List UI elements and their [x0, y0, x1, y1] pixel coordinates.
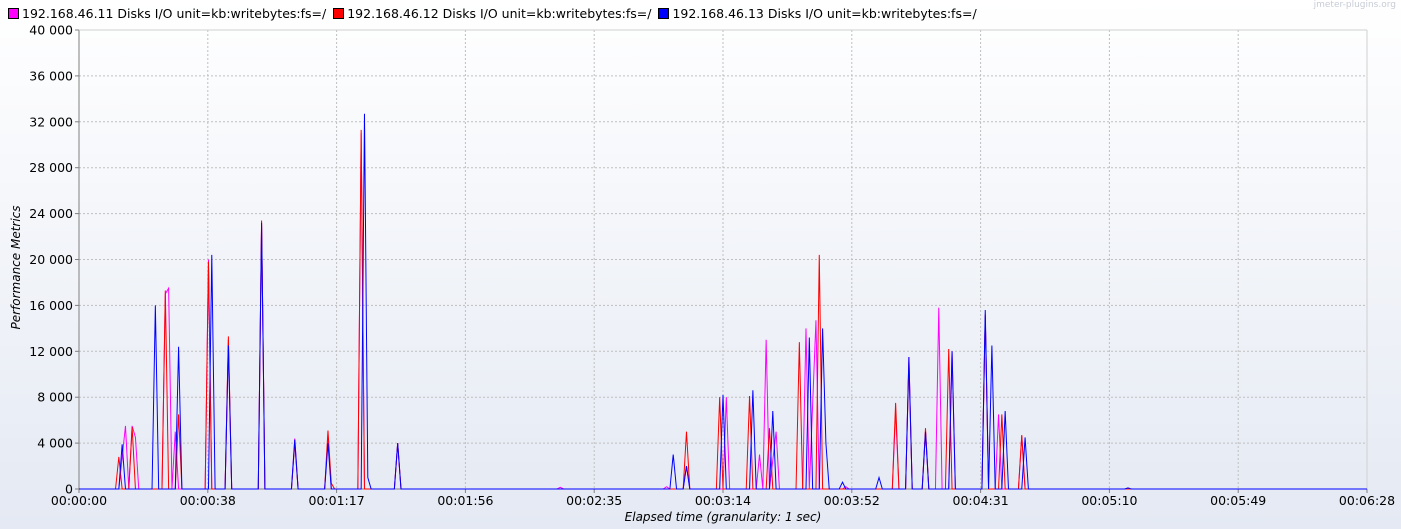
legend-item-3: 192.168.46.13 Disks I/O unit=kb:writebyt…: [658, 5, 977, 21]
x-tick-label: 00:01:56: [437, 493, 493, 508]
x-tick-label: 00:06:28: [1339, 493, 1395, 508]
legend: 192.168.46.11 Disks I/O unit=kb:writebyt…: [8, 4, 984, 22]
x-tick-label: 00:05:49: [1210, 493, 1266, 508]
legend-item-2: 192.168.46.12 Disks I/O unit=kb:writebyt…: [333, 6, 651, 21]
y-tick-label: 32 000: [29, 114, 73, 129]
y-axis-title: Performance Metrics: [9, 205, 23, 329]
x-tick-label: 00:01:17: [309, 493, 365, 508]
watermark: jmeter-plugins.org: [1313, 0, 1396, 10]
y-tick-label: 20 000: [29, 252, 73, 267]
x-tick-label: 00:02:35: [566, 493, 622, 508]
legend-label: 192.168.46.12 Disks I/O unit=kb:writebyt…: [347, 5, 652, 21]
series-line-3: [79, 113, 1367, 490]
x-tick-label: 00:03:14: [695, 493, 751, 508]
y-tick-label: 0: [65, 482, 73, 497]
y-tick-label: 4 000: [37, 436, 73, 451]
x-tick-label: 00:05:10: [1081, 493, 1137, 508]
legend-label: 192.168.46.11 Disks I/O unit=kb:writebyt…: [22, 5, 327, 21]
x-tick-label: 00:04:31: [953, 493, 1009, 508]
legend-swatch: [8, 7, 19, 19]
y-tick-label: 12 000: [29, 344, 73, 359]
y-tick-label: 8 000: [37, 390, 73, 405]
y-tick-label: 16 000: [29, 298, 73, 313]
y-tick-label: 36 000: [29, 68, 73, 83]
y-tick-label: 28 000: [29, 160, 73, 175]
y-tick-label: 40 000: [29, 23, 73, 38]
legend-item-1: 192.168.46.11 Disks I/O unit=kb:writebyt…: [8, 6, 326, 21]
x-tick-label: 00:03:52: [824, 493, 880, 508]
legend-swatch: [333, 7, 345, 19]
y-tick-label: 24 000: [29, 206, 73, 221]
x-tick-label: 00:00:00: [51, 493, 107, 508]
x-axis-title: Elapsed time (granularity: 1 sec): [625, 510, 822, 524]
x-tick-label: 00:00:38: [180, 493, 236, 508]
legend-label: 192.168.46.13 Disks I/O unit=kb:writebyt…: [672, 5, 977, 21]
legend-swatch: [658, 7, 670, 19]
